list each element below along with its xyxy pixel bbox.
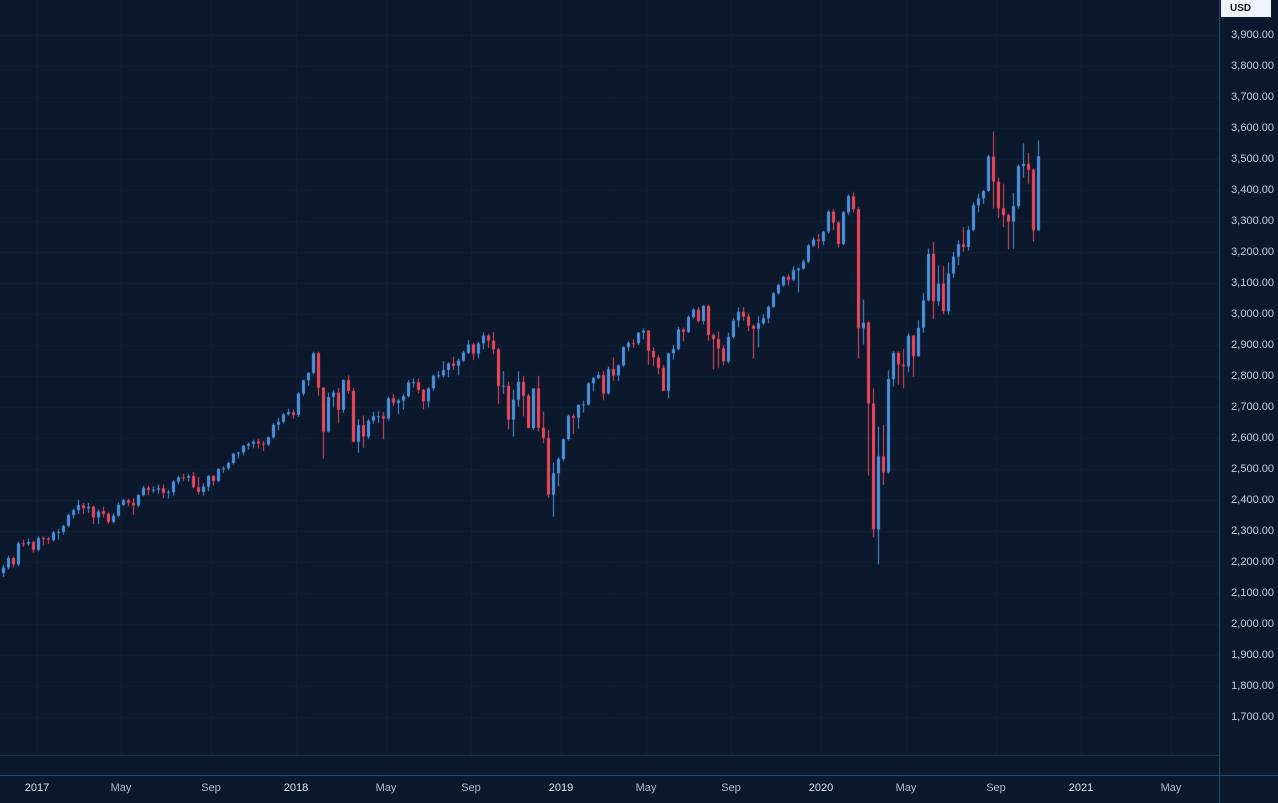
time-axis-month-label: Sep — [461, 782, 481, 794]
candlestick-chart[interactable] — [0, 0, 1219, 775]
time-axis-month-label: May — [375, 782, 397, 794]
price-axis-label: 2,100.00 — [1231, 586, 1274, 599]
time-axis-month-label: May — [895, 782, 917, 794]
price-axis-label: 2,400.00 — [1231, 493, 1274, 506]
time-axis-month-label: Sep — [721, 782, 741, 794]
time-axis-year-label: 2018 — [283, 782, 309, 794]
time-axis-month-label: Sep — [201, 782, 221, 794]
price-axis-label: 3,400.00 — [1231, 183, 1274, 196]
price-axis-label: 2,200.00 — [1231, 555, 1274, 568]
time-axis-year-label: 2020 — [808, 782, 834, 794]
time-axis-month-label: May — [1160, 782, 1182, 794]
price-axis-label: 2,700.00 — [1231, 400, 1274, 413]
price-axis-label: 2,000.00 — [1231, 617, 1274, 630]
price-axis-label: 2,800.00 — [1231, 369, 1274, 382]
price-axis-label: 3,000.00 — [1231, 307, 1274, 320]
price-axis-label: 3,200.00 — [1231, 245, 1274, 258]
currency-tab[interactable]: USD — [1221, 0, 1271, 17]
price-axis-label: 2,300.00 — [1231, 524, 1274, 537]
price-axis-label: 2,600.00 — [1231, 431, 1274, 444]
price-axis-label: 3,500.00 — [1231, 152, 1274, 165]
price-axis-label: 3,900.00 — [1231, 29, 1274, 42]
time-axis-year-label: 2017 — [24, 782, 50, 794]
currency-label: USD — [1230, 3, 1252, 14]
price-axis-label: 2,500.00 — [1231, 462, 1274, 475]
time-axis-month-label: May — [110, 782, 132, 794]
price-axis[interactable]: 3,900.00 3,800.00 3,700.00 3,600.00 3,500.00… — [1220, 0, 1278, 775]
price-axis-separator — [1219, 0, 1220, 803]
chart-pane[interactable] — [0, 0, 1219, 775]
price-axis-label: 2,900.00 — [1231, 338, 1274, 351]
pane-separator — [0, 755, 1219, 756]
price-axis-label: 3,300.00 — [1231, 214, 1274, 227]
time-axis-year-label: 2019 — [548, 782, 574, 794]
time-axis-separator — [0, 775, 1278, 776]
price-axis-label: 3,800.00 — [1231, 60, 1274, 73]
price-axis-label: 3,100.00 — [1231, 276, 1274, 289]
time-axis-month-label: Sep — [986, 782, 1006, 794]
time-axis-month-label: May — [635, 782, 657, 794]
price-axis-label: 3,600.00 — [1231, 122, 1274, 134]
time-axis-year-label: 2021 — [1068, 782, 1094, 794]
price-axis-label: 1,900.00 — [1231, 648, 1274, 661]
time-axis[interactable]: 2017 May Sep 2018 May Sep 2019 May Sep 2020 May Sep… — [0, 776, 1219, 803]
price-axis-label: 1,800.00 — [1231, 679, 1274, 692]
price-axis-label: 3,700.00 — [1231, 91, 1274, 103]
price-axis-label: 1,700.00 — [1231, 710, 1274, 723]
